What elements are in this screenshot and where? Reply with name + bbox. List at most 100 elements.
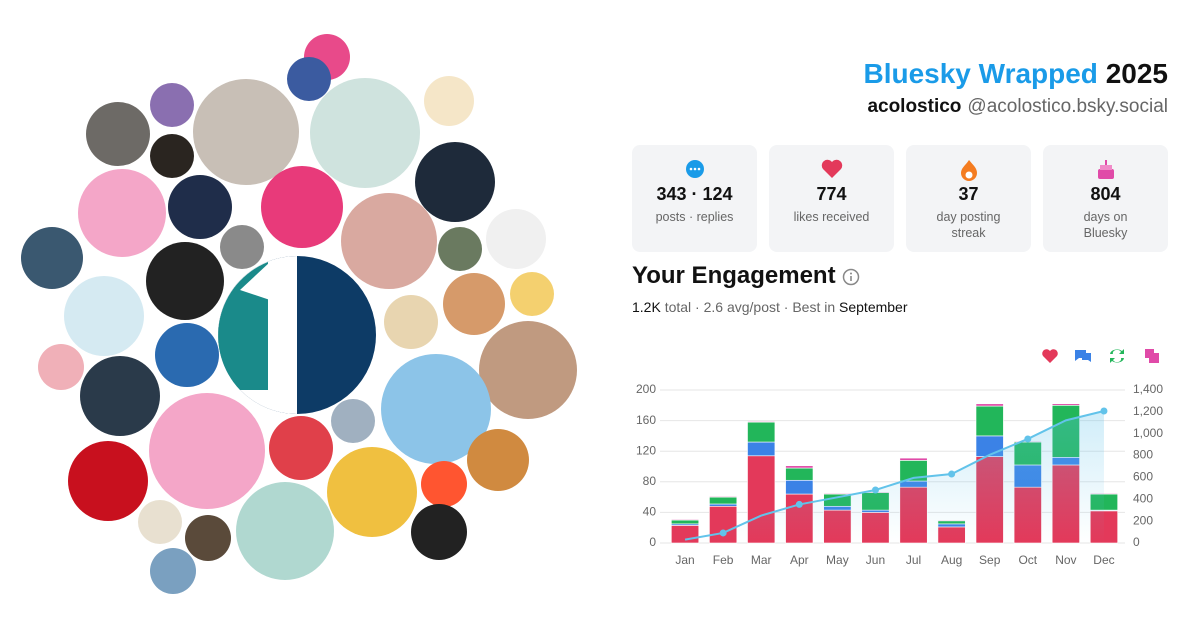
avatar[interactable]	[68, 441, 148, 521]
avatar[interactable]	[443, 273, 505, 335]
y2-tick-label: 1,200	[1133, 404, 1163, 418]
legend-icon[interactable]	[1110, 349, 1124, 363]
engagement-title: Your Engagement	[632, 262, 836, 289]
avatar[interactable]	[220, 225, 264, 269]
avatar[interactable]	[138, 500, 182, 544]
avatar[interactable]	[146, 242, 224, 320]
y2-tick-label: 600	[1133, 470, 1153, 484]
handle: @acolostico.bsky.social	[967, 96, 1168, 117]
avatar[interactable]	[287, 57, 331, 101]
avatar[interactable]	[86, 102, 150, 166]
bar-segment	[899, 457, 928, 461]
avatar[interactable]	[80, 356, 160, 436]
avatar[interactable]	[64, 276, 144, 356]
avatar[interactable]	[486, 209, 546, 269]
avatar[interactable]	[421, 461, 467, 507]
x-tick-label: Jul	[906, 553, 921, 567]
avatar[interactable]	[236, 482, 334, 580]
line-area	[685, 410, 1104, 543]
bar-segment	[975, 403, 1004, 407]
x-tick-label: Nov	[1055, 553, 1076, 567]
stat-value: 343 · 124	[656, 184, 733, 204]
stat-card: 774 likes received	[769, 145, 894, 252]
avatar[interactable]	[467, 429, 529, 491]
legend-icon[interactable]	[1145, 349, 1159, 363]
avatar[interactable]	[415, 142, 495, 222]
bar-segment	[747, 421, 776, 443]
avatar[interactable]	[424, 76, 474, 126]
avatar[interactable]	[149, 393, 265, 509]
line-point	[795, 500, 803, 508]
avatar[interactable]	[327, 447, 417, 537]
stat-label: day posting streak	[936, 210, 1001, 240]
avatar[interactable]	[384, 295, 438, 349]
y-tick-label: 120	[636, 443, 656, 457]
line-point	[948, 470, 956, 478]
icon	[1097, 160, 1114, 179]
bar-segment	[671, 518, 700, 521]
avatar[interactable]	[438, 227, 482, 271]
y-tick-label: 0	[649, 535, 656, 549]
avatar[interactable]	[38, 344, 84, 390]
line-point	[871, 486, 879, 494]
section-title: Your Engagement	[632, 262, 860, 290]
avatar[interactable]	[168, 175, 232, 239]
bar-segment	[671, 519, 700, 525]
avatar[interactable]	[310, 78, 420, 188]
line-point	[1024, 435, 1032, 443]
icon	[685, 160, 704, 178]
x-tick-label: Jun	[866, 553, 885, 567]
bar-segment	[709, 503, 738, 507]
legend-icon[interactable]	[1075, 350, 1091, 362]
stat-value: 774	[816, 184, 847, 204]
stat-value: 804	[1090, 184, 1121, 204]
stat-card: 37 day posting streak	[906, 145, 1031, 252]
app-title: Bluesky Wrapped	[863, 58, 1098, 89]
line-point	[1100, 407, 1108, 415]
x-tick-label: Dec	[1093, 553, 1114, 567]
avatar[interactable]	[150, 548, 196, 594]
avatar[interactable]	[381, 354, 491, 464]
summary: 1.2K total · 2.6 avg/post · Best in Sept…	[632, 299, 908, 315]
y-tick-label: 160	[636, 413, 656, 427]
avatar[interactable]	[78, 169, 166, 257]
icon	[821, 159, 842, 178]
stat-label: likes received	[793, 210, 870, 224]
avatar[interactable]	[331, 399, 375, 443]
total: 1.2K	[632, 299, 661, 315]
bar-segment	[785, 467, 814, 481]
avatar[interactable]	[261, 166, 343, 248]
user: acolostico @acolostico.bsky.social	[867, 96, 1168, 118]
y-tick-label: 40	[643, 505, 657, 519]
avatar[interactable]	[150, 134, 194, 178]
x-tick-label: Sep	[979, 553, 1001, 567]
year: 2025	[1105, 58, 1168, 89]
avatar[interactable]	[185, 515, 231, 561]
bar-segment	[823, 492, 852, 495]
x-tick-label: Oct	[1018, 553, 1037, 567]
y2-tick-label: 1,000	[1133, 426, 1163, 440]
bar-segment	[785, 465, 814, 469]
username: acolostico	[867, 96, 962, 117]
x-tick-label: May	[826, 553, 849, 567]
avatar[interactable]	[269, 416, 333, 480]
avatar[interactable]	[155, 323, 219, 387]
avatar[interactable]	[150, 83, 194, 127]
avatar[interactable]	[341, 193, 437, 289]
line	[684, 410, 1105, 541]
avatar[interactable]	[479, 321, 577, 419]
y-tick-label: 80	[643, 474, 657, 488]
avatar[interactable]	[411, 504, 467, 560]
avatar[interactable]	[21, 227, 83, 289]
avatar[interactable]	[510, 272, 554, 316]
summary-text: total · 2.6 avg/post · Best in	[664, 299, 836, 315]
line-point	[719, 529, 727, 537]
bar-segment	[709, 496, 738, 505]
avatar[interactable]	[193, 79, 299, 185]
legend-icon[interactable]	[1042, 349, 1058, 363]
title: Bluesky Wrapped 2025	[863, 58, 1168, 90]
info-icon[interactable]	[842, 268, 860, 286]
x-tick-label: Aug	[941, 553, 962, 567]
x-tick-label: Apr	[790, 553, 809, 567]
